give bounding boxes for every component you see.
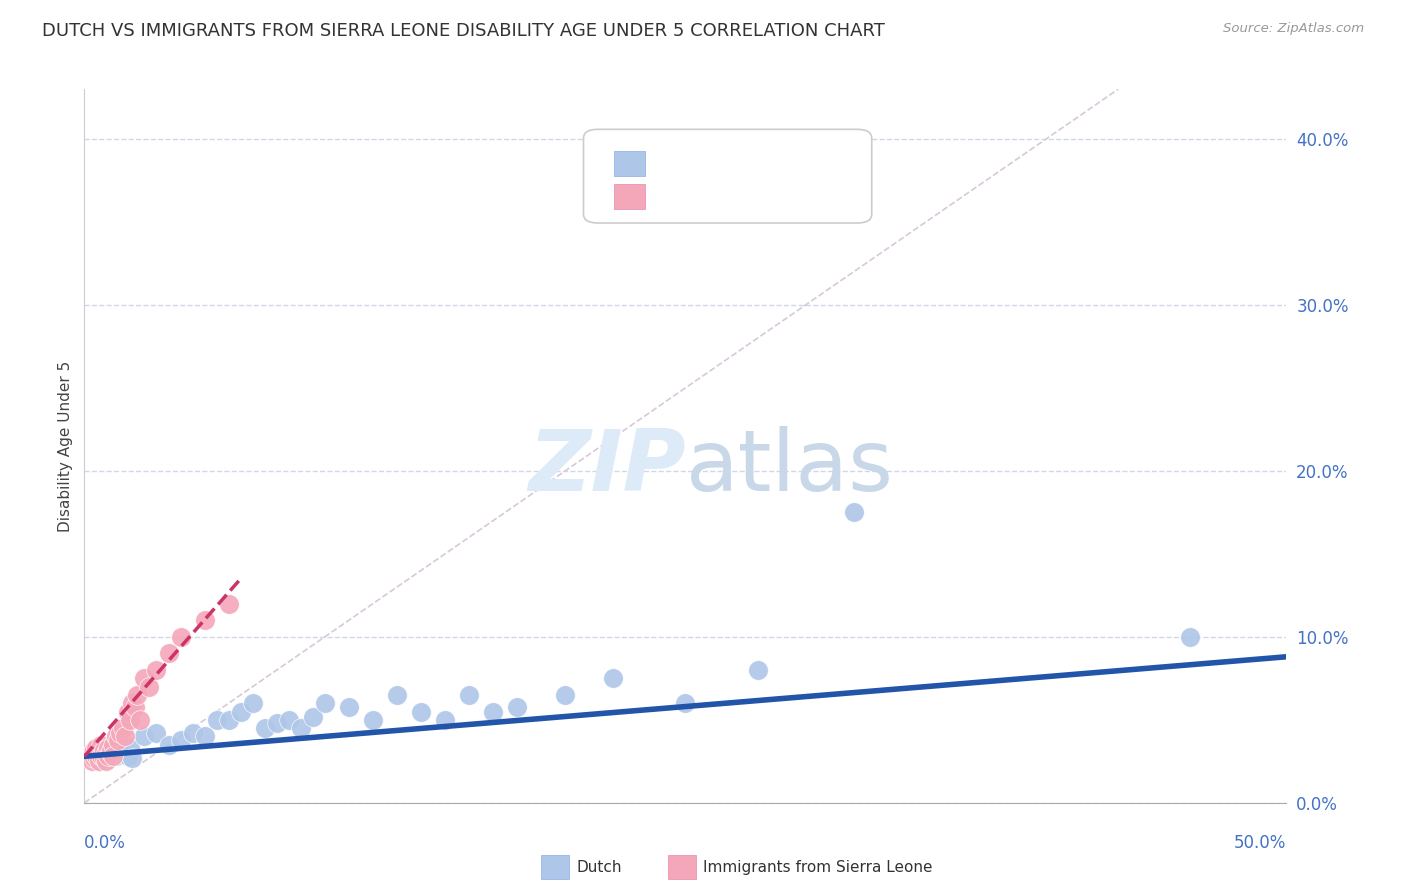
Text: Immigrants from Sierra Leone: Immigrants from Sierra Leone	[703, 860, 932, 874]
Point	[117, 705, 139, 719]
Point	[205, 713, 228, 727]
Point	[83, 751, 105, 765]
Point	[87, 754, 110, 768]
Point	[301, 709, 323, 723]
Point	[602, 671, 624, 685]
Point	[337, 699, 360, 714]
Point	[157, 738, 180, 752]
Point	[290, 721, 312, 735]
Point	[97, 741, 120, 756]
Text: 0.0%: 0.0%	[84, 834, 127, 852]
Point	[1180, 630, 1202, 644]
Y-axis label: Disability Age Under 5: Disability Age Under 5	[58, 360, 73, 532]
Point	[134, 671, 156, 685]
Point	[100, 741, 122, 756]
Text: atlas: atlas	[686, 425, 893, 509]
Point	[458, 688, 481, 702]
Point	[169, 630, 191, 644]
Point	[94, 754, 117, 768]
Point	[266, 716, 288, 731]
Point	[157, 647, 180, 661]
Point	[169, 732, 191, 747]
Point	[111, 742, 134, 756]
Point	[93, 749, 115, 764]
Point	[117, 749, 139, 764]
Point	[90, 746, 112, 760]
Point	[90, 738, 112, 752]
Point	[110, 738, 132, 752]
Point	[138, 680, 160, 694]
Point	[94, 746, 117, 760]
Point	[94, 742, 117, 756]
Point	[121, 696, 143, 710]
Point	[314, 696, 336, 710]
Text: R =  0.167   N = 46: R = 0.167 N = 46	[662, 154, 824, 172]
Point	[110, 726, 132, 740]
Point	[127, 688, 149, 702]
Point	[242, 696, 264, 710]
Point	[675, 696, 697, 710]
Point	[97, 751, 120, 765]
Point	[409, 705, 432, 719]
Point	[86, 741, 108, 756]
Point	[103, 738, 125, 752]
Point	[842, 505, 865, 519]
Text: DUTCH VS IMMIGRANTS FROM SIERRA LEONE DISABILITY AGE UNDER 5 CORRELATION CHART: DUTCH VS IMMIGRANTS FROM SIERRA LEONE DI…	[42, 22, 884, 40]
Text: R =  0.388   N = 39: R = 0.388 N = 39	[662, 187, 824, 205]
Point	[385, 688, 408, 702]
Point	[229, 705, 252, 719]
Point	[277, 713, 299, 727]
Point	[506, 699, 529, 714]
Point	[747, 663, 769, 677]
Point	[361, 713, 384, 727]
Point	[554, 688, 576, 702]
Point	[100, 746, 122, 760]
Point	[103, 749, 125, 764]
Point	[86, 749, 108, 764]
Point	[128, 713, 150, 727]
Point	[145, 663, 167, 677]
Text: Source: ZipAtlas.com: Source: ZipAtlas.com	[1223, 22, 1364, 36]
Point	[121, 751, 143, 765]
Point	[482, 705, 505, 719]
Point	[145, 726, 167, 740]
Point	[107, 732, 129, 747]
Point	[87, 746, 110, 760]
Point	[111, 721, 134, 735]
Point	[77, 749, 100, 764]
Point	[83, 742, 105, 756]
Point	[434, 713, 457, 727]
Point	[194, 730, 217, 744]
Point	[80, 746, 103, 760]
Point	[93, 742, 115, 756]
Point	[97, 749, 120, 764]
Point	[90, 749, 112, 764]
Point	[218, 597, 240, 611]
Text: 50.0%: 50.0%	[1234, 834, 1286, 852]
Point	[114, 730, 136, 744]
Point	[118, 713, 141, 727]
Point	[114, 746, 136, 760]
Point	[104, 730, 127, 744]
Point	[218, 713, 240, 727]
Point	[103, 746, 125, 760]
Point	[93, 751, 115, 765]
Point	[194, 613, 217, 627]
Point	[86, 749, 108, 764]
Text: ZIP: ZIP	[527, 425, 686, 509]
Text: Dutch: Dutch	[576, 860, 621, 874]
Point	[181, 726, 204, 740]
Point	[80, 746, 103, 760]
Point	[104, 749, 127, 764]
Point	[253, 721, 276, 735]
Point	[80, 754, 103, 768]
Point	[87, 754, 110, 768]
Point	[124, 699, 146, 714]
Point	[118, 741, 141, 756]
Point	[100, 742, 122, 756]
Point	[134, 730, 156, 744]
